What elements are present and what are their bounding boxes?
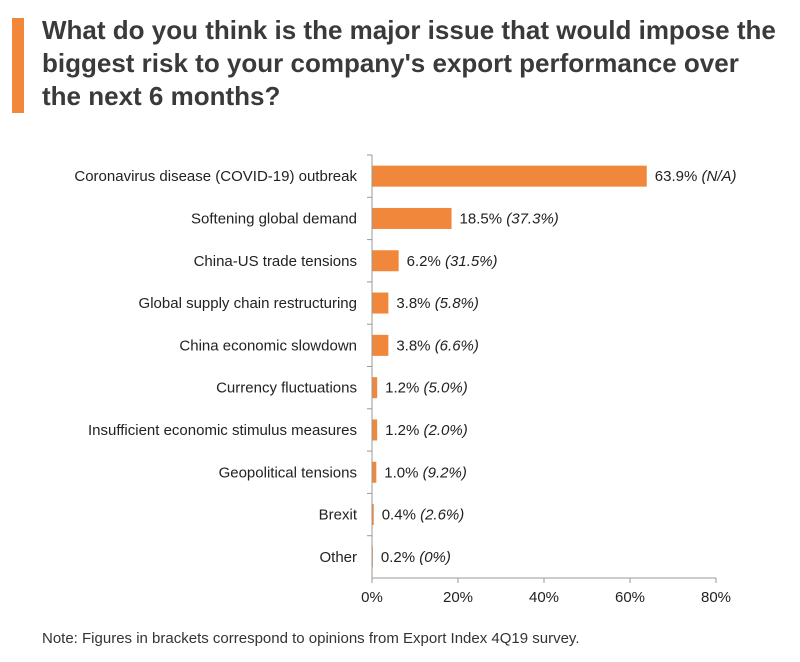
category-label: Insufficient economic stimulus measures [88,422,357,439]
value-label: 3.8% (5.8%) [396,295,479,312]
title-accent-bar [12,18,24,113]
value-label: 63.9% (N/A) [655,168,737,185]
bar [372,461,377,483]
value-label: 1.2% (2.0%) [385,422,468,439]
category-label: Coronavirus disease (COVID-19) outbreak [74,168,357,185]
bar [372,419,378,441]
bar [372,334,389,356]
value-label: 1.2% (5.0%) [385,380,468,397]
x-tick-label: 0% [361,589,383,606]
x-tick-label: 80% [701,589,731,606]
value-label: 18.5% (37.3%) [460,210,559,227]
bar [372,165,647,187]
value-label: 0.4% (2.6%) [382,507,465,524]
bar-chart: Coronavirus disease (COVID-19) outbreak S… [74,154,737,606]
category-label: Global supply chain restructuring [139,295,357,312]
category-label: China-US trade tensions [194,253,357,270]
x-tick-label: 40% [529,589,559,606]
value-label: 3.8% (6.6%) [396,337,479,354]
category-label: Geopolitical tensions [219,464,357,481]
bar [372,377,378,399]
bar [372,250,399,272]
value-label: 0.2% (0%) [381,549,451,566]
category-label: Other [319,549,357,566]
x-tick-label: 60% [615,589,645,606]
category-label: Softening global demand [191,210,357,227]
x-tick-label: 20% [443,589,473,606]
value-label: 1.0% (9.2%) [384,464,467,481]
category-label: Brexit [319,507,358,524]
chart-title: What do you think is the major issue tha… [42,15,776,111]
category-label: China economic slowdown [179,337,357,354]
bar [372,292,389,314]
bar [372,504,374,526]
value-label: 6.2% (31.5%) [407,253,498,270]
category-label: Currency fluctuations [216,380,357,397]
footnote: Note: Figures in brackets correspond to … [42,630,580,647]
bar [372,207,452,229]
